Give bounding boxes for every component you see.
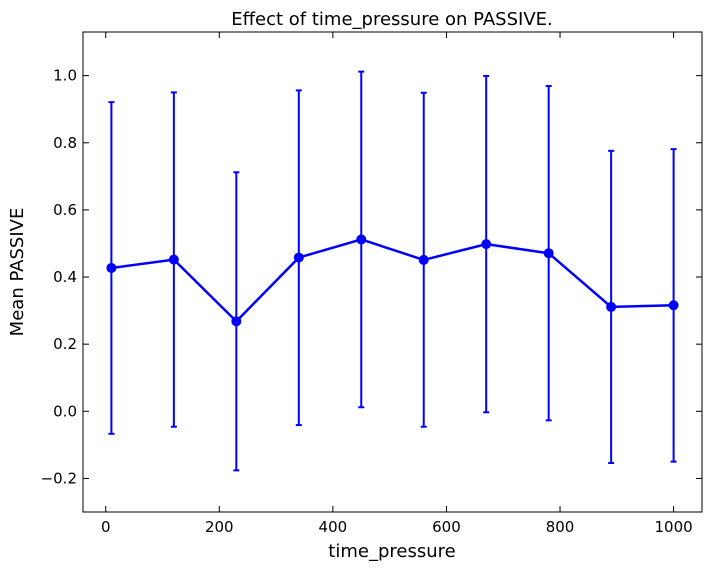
x-tick-label: 1000 <box>655 518 693 536</box>
x-tick-label: 600 <box>432 518 461 536</box>
y-tick-label: 0.6 <box>53 201 77 219</box>
data-point <box>606 301 617 312</box>
chart-title: Effect of time_pressure on PASSIVE. <box>231 9 552 30</box>
y-tick-label: 0.8 <box>53 134 77 152</box>
plot-frame <box>82 31 703 513</box>
y-tick-label: 0.2 <box>53 335 77 353</box>
y-tick-label: −0.2 <box>41 469 77 487</box>
series-line <box>111 238 674 323</box>
x-axis-title: time_pressure <box>328 541 455 562</box>
data-point <box>293 252 304 263</box>
data-point <box>418 254 429 265</box>
data-point <box>481 239 492 250</box>
x-tick-label: 400 <box>319 518 348 536</box>
y-tick-label: 0.4 <box>53 268 77 286</box>
x-tick-label: 800 <box>546 518 575 536</box>
data-point <box>668 300 679 311</box>
data-point <box>356 234 367 245</box>
y-tick-label: 0.0 <box>53 402 77 420</box>
x-tick-label: 200 <box>205 518 234 536</box>
data-point <box>231 316 242 327</box>
data-point <box>543 248 554 259</box>
x-tick-label: 0 <box>101 518 111 536</box>
y-tick-label: 1.0 <box>53 67 77 85</box>
data-point <box>106 262 117 273</box>
data-point <box>168 254 179 265</box>
y-axis-title: Mean PASSIVE <box>7 208 28 337</box>
